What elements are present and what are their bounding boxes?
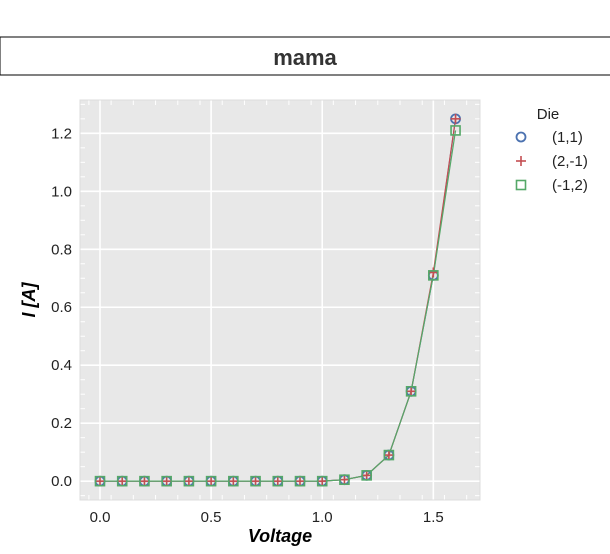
y-tick-label: 0.0	[51, 473, 72, 490]
data-point-series-2	[450, 113, 461, 124]
data-point-series-2	[161, 476, 172, 487]
y-tick-label: 1.2	[51, 125, 72, 142]
data-point-series-2	[317, 476, 328, 487]
data-point-series-3	[94, 475, 106, 487]
data-markers	[94, 113, 461, 487]
legend-marker-1	[515, 131, 527, 143]
y-tick-label: 0.8	[51, 241, 72, 258]
legend-title: Die	[537, 106, 560, 123]
data-point-series-3	[161, 475, 172, 487]
data-point-series-3	[228, 475, 239, 487]
data-point-series-2	[339, 474, 350, 485]
legend-label-3: (-1,2)	[552, 177, 588, 194]
data-point-series-2	[295, 476, 305, 487]
data-point-series-3	[428, 270, 439, 281]
plot-frame	[79, 99, 481, 501]
legend-marker-2	[516, 156, 526, 166]
x-axis-ticks: 0.0 0.5 1.0 1.5	[90, 509, 444, 526]
data-point-series-2	[250, 476, 261, 487]
plot-area	[79, 99, 481, 501]
data-point-series-2	[428, 267, 439, 278]
y-axis-ticks: 0.0 0.2 0.4 0.6 0.8 1.0 1.2	[51, 125, 72, 490]
y-tick-label: 0.6	[51, 299, 72, 316]
data-point-series-3	[272, 475, 284, 487]
legend-label-1: (1,1)	[552, 129, 583, 146]
y-tick-label: 1.0	[51, 183, 72, 200]
title-banner: mama	[0, 36, 610, 76]
data-point-series-3	[294, 475, 306, 487]
data-point-series-3	[361, 470, 372, 481]
legend: Die (1,1) (2,-1) (-1,2)	[515, 106, 588, 194]
title-frame	[0, 36, 610, 76]
data-point-series-2	[117, 476, 128, 487]
legend-items: (1,1) (2,-1) (-1,2)	[515, 129, 588, 194]
data-point-series-2	[183, 476, 194, 487]
x-axis-label: Voltage	[248, 526, 312, 546]
grid-lines	[80, 100, 480, 500]
data-point-series-2	[95, 476, 105, 487]
data-point-series-2	[361, 470, 372, 481]
data-point-series-3	[116, 475, 128, 487]
x-tick-label: 1.5	[423, 509, 444, 526]
chart-title: mama	[273, 45, 337, 70]
legend-marker-3	[515, 179, 527, 191]
data-point-series-2	[272, 476, 283, 487]
plot-background	[80, 100, 480, 500]
data-point-series-2	[383, 450, 394, 461]
data-point-series-3	[139, 475, 150, 487]
x-tick-label: 0.5	[201, 509, 222, 526]
data-point-series-3	[405, 386, 417, 397]
data-point-series-2	[206, 476, 217, 487]
data-point-series-3	[450, 125, 461, 136]
data-point-series-3	[183, 475, 195, 487]
data-point-series-3	[250, 475, 261, 487]
data-point-series-3	[205, 475, 217, 487]
legend-label-2: (2,-1)	[552, 153, 588, 170]
data-point-series-2	[228, 476, 239, 487]
y-tick-label: 0.4	[51, 357, 72, 374]
x-tick-label: 0.0	[90, 509, 111, 526]
x-tick-label: 1.0	[312, 509, 333, 526]
data-point-series-2	[406, 386, 417, 397]
minor-ticks	[80, 100, 480, 500]
data-point-series-3	[339, 474, 350, 486]
data-point-series-3	[383, 449, 395, 461]
y-axis-label: I [A]	[19, 282, 39, 318]
data-point-series-3	[316, 475, 328, 487]
data-point-series-2	[139, 476, 150, 487]
y-tick-label: 0.2	[51, 415, 72, 432]
